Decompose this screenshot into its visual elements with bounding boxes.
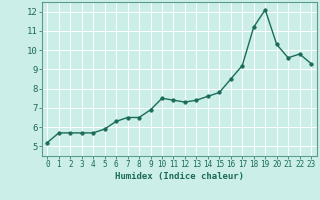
X-axis label: Humidex (Indice chaleur): Humidex (Indice chaleur) bbox=[115, 172, 244, 181]
